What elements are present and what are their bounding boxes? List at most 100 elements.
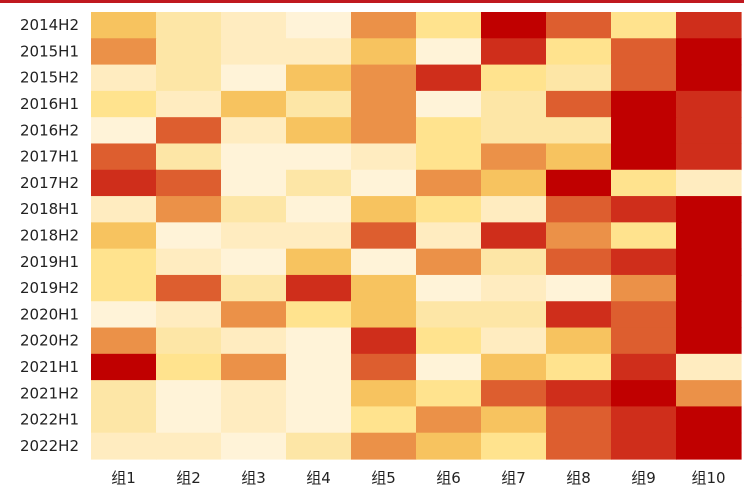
heatmap-cell [676,38,742,66]
heatmap-cell [416,143,482,171]
heatmap-cell [286,301,352,329]
heatmap-cell [156,222,222,250]
heatmap-cell [286,196,352,223]
row-label: 2017H2 [20,174,79,192]
row-label: 2018H2 [20,227,79,245]
heatmap-cell [91,353,157,381]
heatmap-cell [481,432,547,460]
heatmap-cell [221,90,287,118]
heatmap-cell [546,117,612,145]
heatmap-cell [546,90,612,118]
heatmap-cell [611,64,677,92]
heatmap-cell [156,274,222,302]
heatmap-cell [91,90,157,118]
column-label: 组7 [501,469,526,487]
row-label: 2019H2 [20,279,79,297]
heatmap-cell [546,301,612,329]
heatmap-cell [611,380,677,408]
heatmap-cell [676,432,742,460]
heatmap-cell [546,64,612,92]
heatmap-cell [546,196,612,223]
heatmap-cells [91,12,742,460]
heatmap-cell [416,38,482,66]
row-label: 2020H1 [20,305,79,323]
heatmap-cell [416,432,482,460]
heatmap-cell [416,274,482,302]
heatmap-cell [351,406,417,434]
row-label: 2021H2 [20,384,79,402]
heatmap-cell [676,196,742,223]
heatmap-cell [286,327,352,355]
heatmap-cell [611,169,677,197]
heatmap-cell [286,90,352,118]
row-axis-labels: 2014H2 2015H1 2015H2 2016H1 2016H2 2017H1 2017… [20,16,79,455]
row-label: 2015H1 [20,42,79,60]
heatmap-cell [221,222,287,250]
heatmap-cell [351,64,417,92]
heatmap-cell [221,12,287,39]
heatmap-cell [221,380,287,408]
heatmap-cell [156,143,222,171]
heatmap-cell [676,64,742,92]
heatmap-cell [286,143,352,171]
heatmap-cell [546,432,612,460]
column-label: 组5 [371,469,396,487]
heatmap-cell [416,353,482,381]
heatmap-cell [481,353,547,381]
row-label: 2016H1 [20,95,79,113]
heatmap-cell [286,64,352,92]
heatmap-cell [481,406,547,434]
heatmap-cell [351,38,417,66]
heatmap-cell [91,38,157,66]
heatmap-cell [611,248,677,276]
heatmap-cell [546,274,612,302]
heatmap-cell [611,117,677,145]
heatmap-cell [611,327,677,355]
heatmap-cell [546,222,612,250]
heatmap-cell [481,38,547,66]
heatmap-cell [351,222,417,250]
heatmap-cell [351,248,417,276]
heatmap-cell [286,432,352,460]
heatmap-cell [91,196,157,223]
heatmap-cell [221,64,287,92]
heatmap-cell [416,406,482,434]
heatmap-cell [221,327,287,355]
heatmap-cell [481,196,547,223]
heatmap-cell [91,222,157,250]
heatmap-cell [351,274,417,302]
heatmap-cell [221,196,287,223]
heatmap-cell [221,248,287,276]
heatmap-cell [286,169,352,197]
heatmap-cell [286,380,352,408]
heatmap-cell [546,327,612,355]
heatmap-cell [416,90,482,118]
heatmap-cell [611,143,677,171]
heatmap-cell [611,222,677,250]
heatmap-cell [611,12,677,39]
heatmap-cell [156,248,222,276]
heatmap-cell [416,327,482,355]
column-label: 组9 [631,469,656,487]
heatmap-cell [481,222,547,250]
heatmap-cell [91,380,157,408]
heatmap-cell [676,406,742,434]
heatmap-cell [416,248,482,276]
heatmap-cell [156,169,222,197]
heatmap-cell [676,327,742,355]
heatmap-cell [481,380,547,408]
heatmap-cell [546,380,612,408]
heatmap-cell [351,196,417,223]
heatmap-cell [481,169,547,197]
heatmap-cell [156,327,222,355]
heatmap-cell [351,143,417,171]
row-label: 2020H2 [20,332,79,350]
heatmap-cell [221,169,287,197]
heatmap-cell [546,169,612,197]
heatmap-cell [221,117,287,145]
heatmap-cell [416,301,482,329]
heatmap-cell [351,327,417,355]
column-axis-labels: 组1 组2 组3 组4 组5 组6 组7 组8 组9 组10 [111,469,725,487]
heatmap-cell [676,380,742,408]
heatmap-cell [416,117,482,145]
